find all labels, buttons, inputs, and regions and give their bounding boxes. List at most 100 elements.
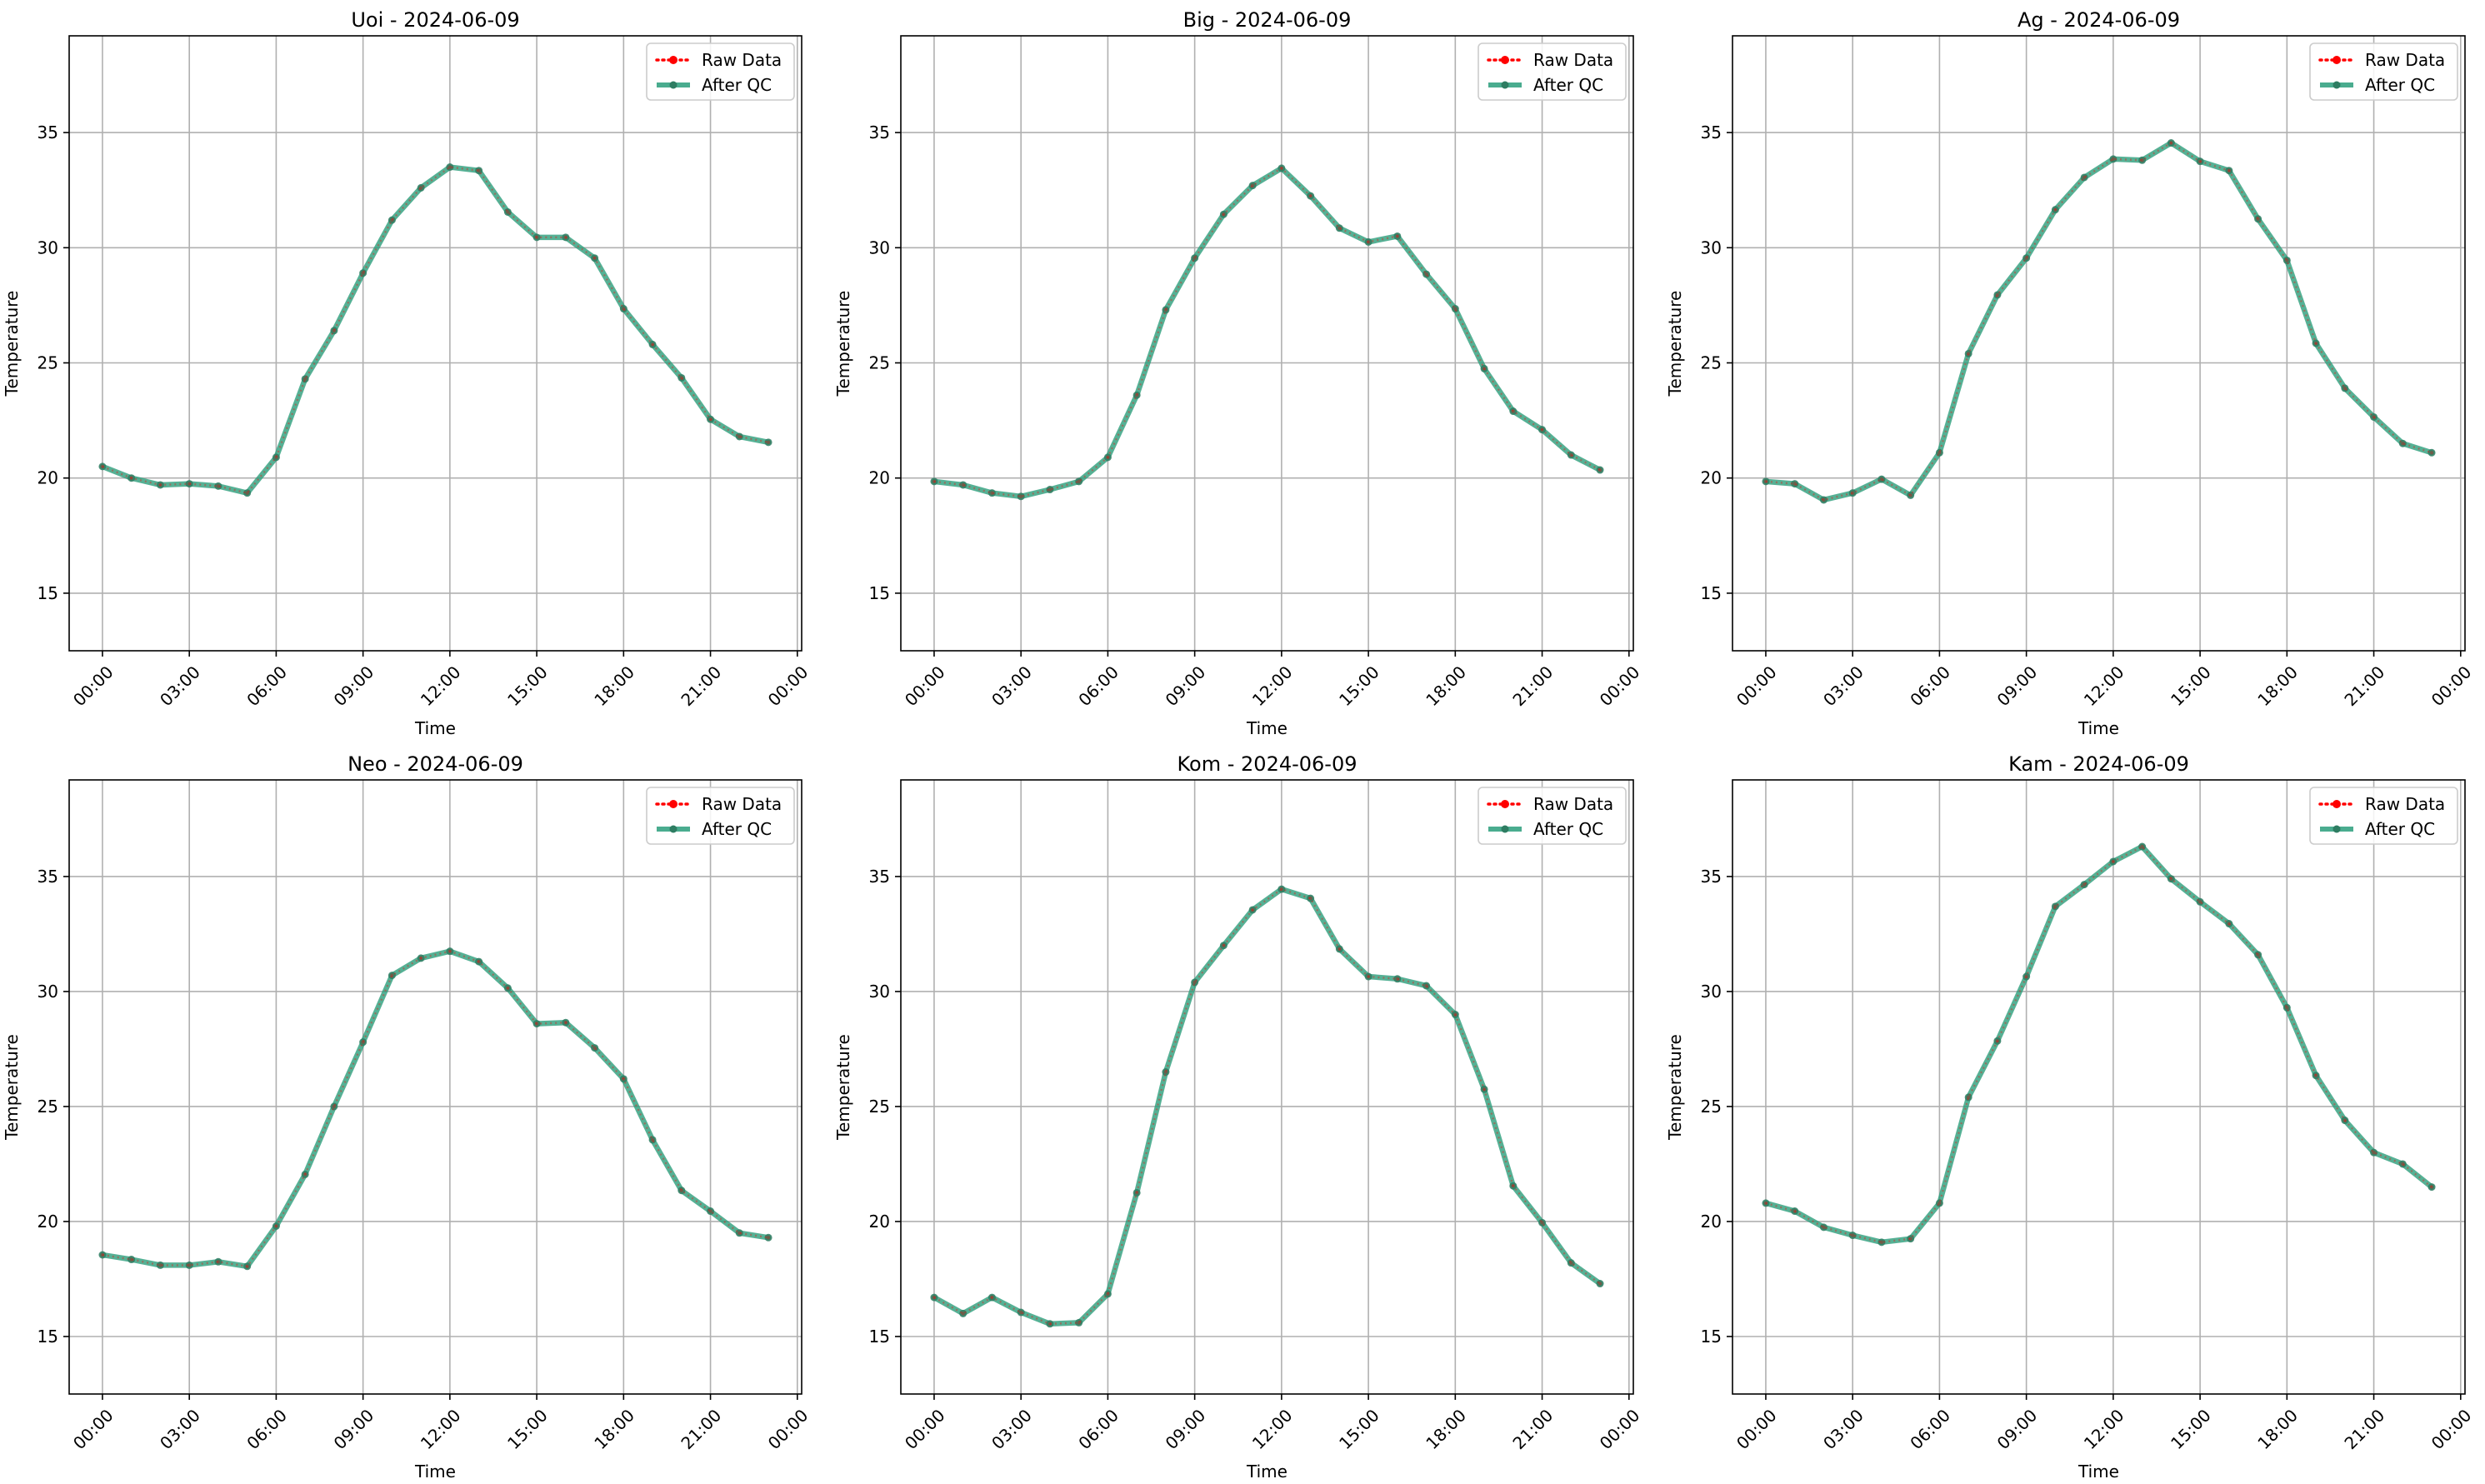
after-qc-point [1907, 491, 1915, 499]
raw-data-point [1250, 183, 1255, 187]
raw-data-point [2256, 217, 2260, 221]
x-tick-label: 21:00 [678, 662, 726, 710]
raw-data-point [100, 464, 105, 469]
y-tick-label: 25 [38, 352, 58, 372]
plot-area [69, 36, 802, 651]
after-qc-point [619, 1075, 628, 1083]
after-qc-point [1878, 1238, 1886, 1247]
legend-raw-label: Raw Data [702, 794, 782, 814]
raw-data-point [2140, 844, 2144, 849]
raw-data-point [2111, 859, 2116, 864]
raw-data-point [1308, 193, 1312, 198]
after-qc-point [185, 480, 193, 488]
x-tick-label: 03:00 [156, 1405, 204, 1453]
x-tick-label: 21:00 [2341, 1405, 2389, 1453]
raw-data-point [390, 217, 394, 222]
raw-data-point [622, 1077, 626, 1082]
x-tick-label: 12:00 [1248, 1405, 1297, 1453]
raw-data-point [1966, 1095, 1971, 1100]
after-qc-point [1132, 1188, 1141, 1197]
legend-qc-marker [669, 825, 678, 833]
raw-data-point [158, 1263, 162, 1267]
x-tick-label: 00:00 [1596, 662, 1644, 710]
x-tick-label: 12:00 [1248, 662, 1297, 710]
raw-data-point [563, 235, 568, 240]
raw-data-point [592, 1046, 597, 1050]
raw-data-point [738, 1231, 742, 1235]
after-qc-point [1509, 407, 1518, 416]
after-qc-point [446, 163, 454, 172]
after-qc-line [931, 886, 1603, 1327]
y-axis-label: Temperature [1665, 1034, 1685, 1141]
after-qc-point [1278, 885, 1286, 893]
after-qc-point [930, 477, 938, 486]
raw-data-point [932, 479, 937, 484]
y-tick-label: 20 [869, 1212, 890, 1232]
raw-data-point [961, 482, 965, 487]
after-qc-point [959, 481, 968, 489]
after-qc-point [2370, 1148, 2378, 1157]
after-qc-point [1364, 237, 1372, 246]
after-qc-point [98, 1251, 107, 1259]
after-qc-point [1075, 1318, 1083, 1327]
x-tick-label: 09:00 [1993, 662, 2042, 710]
x-tick-label: 09:00 [1162, 662, 1210, 710]
x-tick-label: 12:00 [417, 662, 465, 710]
y-tick-label: 20 [869, 468, 890, 488]
raw-data-point [622, 307, 626, 311]
x-tick-label: 00:00 [1732, 1405, 1781, 1453]
x-tick-label: 03:00 [1819, 1405, 1868, 1453]
raw-data-point [1879, 477, 1884, 482]
after-qc-point [1162, 306, 1170, 314]
raw-data-point [2169, 141, 2173, 145]
after-qc-point [764, 438, 772, 447]
raw-data-point [1018, 1310, 1023, 1315]
raw-data-point [1222, 943, 1226, 947]
raw-data-line [1765, 845, 2432, 1244]
x-tick-label: 00:00 [764, 662, 812, 710]
chart-title: Uoi - 2024-06-09 [351, 8, 519, 32]
plot-area [1732, 780, 2465, 1394]
raw-data-line [102, 950, 769, 1268]
after-qc-point [2138, 156, 2147, 164]
legend-qc-label: After QC [2365, 75, 2435, 95]
raw-data-point [1163, 1070, 1168, 1074]
x-tick-label: 18:00 [590, 662, 638, 710]
raw-data-point [1938, 451, 1942, 455]
after-qc-line [99, 948, 772, 1270]
raw-data-point [245, 1264, 249, 1269]
y-tick-label: 30 [869, 237, 890, 257]
y-tick-label: 35 [1701, 122, 1722, 142]
y-axis: 15 20 25 30 35 [869, 867, 1633, 1347]
after-qc-point [2254, 215, 2262, 223]
after-qc-point [1307, 894, 1315, 902]
raw-data-point [2313, 341, 2318, 346]
after-qc-point [1848, 1232, 1857, 1240]
raw-data-point [708, 417, 712, 422]
after-qc-point [475, 957, 483, 966]
raw-data-point [1308, 896, 1312, 901]
after-qc-point [1422, 270, 1431, 278]
raw-data-point [1077, 479, 1081, 484]
x-tick-label: 00:00 [2428, 1405, 2476, 1453]
x-tick-label: 00:00 [69, 662, 118, 710]
raw-data-point [129, 476, 133, 480]
x-axis-label: Time [414, 1462, 456, 1482]
after-qc-point [1191, 978, 1199, 987]
after-qc-point [591, 1044, 599, 1052]
raw-data-point [2140, 158, 2144, 162]
raw-data-point [2053, 207, 2058, 212]
after-qc-point [359, 269, 368, 277]
y-tick-label: 15 [1701, 1327, 1722, 1347]
raw-data-point [418, 186, 423, 190]
after-qc-point [735, 1229, 743, 1237]
after-qc-point [1567, 451, 1575, 459]
after-qc-point [128, 1256, 136, 1264]
legend-qc-marker [669, 81, 678, 89]
plot-area [901, 780, 1633, 1394]
y-axis-label: Temperature [2, 291, 22, 397]
y-tick-label: 35 [38, 867, 58, 887]
after-qc-point [388, 216, 396, 224]
y-tick-label: 25 [1701, 1097, 1722, 1117]
series-after-qc [98, 947, 772, 1271]
